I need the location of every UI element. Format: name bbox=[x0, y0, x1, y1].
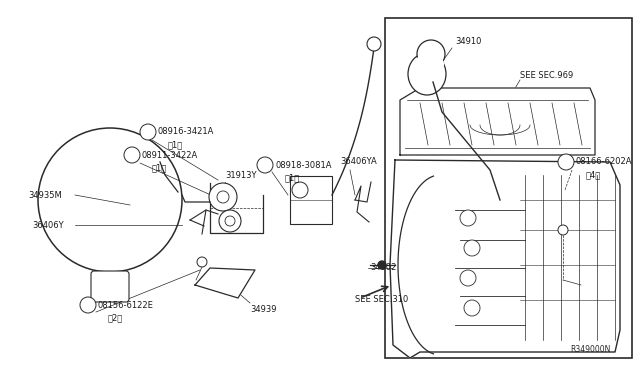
Text: 34939: 34939 bbox=[250, 305, 276, 314]
Text: SEE SEC.969: SEE SEC.969 bbox=[520, 71, 573, 80]
Circle shape bbox=[378, 261, 386, 269]
Polygon shape bbox=[400, 88, 595, 155]
Text: 08918-3081A: 08918-3081A bbox=[275, 160, 332, 170]
Circle shape bbox=[460, 270, 476, 286]
Text: R349000N: R349000N bbox=[570, 346, 611, 355]
Circle shape bbox=[367, 37, 381, 51]
Text: B: B bbox=[564, 160, 568, 164]
Text: （1）: （1） bbox=[152, 164, 167, 173]
Text: 31913Y: 31913Y bbox=[225, 170, 257, 180]
Text: 36406YA: 36406YA bbox=[340, 157, 377, 167]
Circle shape bbox=[217, 191, 229, 203]
Text: B: B bbox=[86, 302, 90, 308]
Bar bbox=[290, 176, 332, 224]
Circle shape bbox=[80, 297, 96, 313]
Circle shape bbox=[558, 154, 574, 170]
Text: 08911-3422A: 08911-3422A bbox=[142, 151, 198, 160]
Ellipse shape bbox=[414, 54, 444, 74]
Text: 34935M: 34935M bbox=[28, 190, 61, 199]
Text: （1）: （1） bbox=[168, 141, 183, 150]
Text: （1）: （1） bbox=[285, 173, 300, 183]
Circle shape bbox=[558, 225, 568, 235]
Circle shape bbox=[197, 257, 207, 267]
Text: N: N bbox=[263, 163, 267, 167]
Text: 08916-3421A: 08916-3421A bbox=[158, 128, 214, 137]
Text: （2）: （2） bbox=[108, 314, 124, 323]
Polygon shape bbox=[195, 268, 255, 298]
Text: V: V bbox=[146, 129, 150, 135]
Text: SEE SEC.310: SEE SEC.310 bbox=[355, 295, 408, 305]
Circle shape bbox=[38, 128, 182, 272]
Ellipse shape bbox=[417, 40, 445, 68]
Text: 34910: 34910 bbox=[455, 38, 481, 46]
Circle shape bbox=[464, 240, 480, 256]
Circle shape bbox=[464, 300, 480, 316]
Circle shape bbox=[219, 210, 241, 232]
Circle shape bbox=[257, 157, 273, 173]
Circle shape bbox=[209, 183, 237, 211]
Circle shape bbox=[124, 147, 140, 163]
Text: 36406Y: 36406Y bbox=[32, 221, 63, 230]
Bar bbox=[385, 18, 632, 358]
Polygon shape bbox=[390, 160, 620, 358]
Text: 08156-6122E: 08156-6122E bbox=[98, 301, 154, 310]
Circle shape bbox=[140, 124, 156, 140]
Text: 08166-6202A: 08166-6202A bbox=[576, 157, 632, 167]
Ellipse shape bbox=[408, 53, 446, 95]
Text: （4）: （4） bbox=[586, 170, 601, 180]
Circle shape bbox=[292, 182, 308, 198]
Circle shape bbox=[225, 216, 235, 226]
FancyBboxPatch shape bbox=[91, 271, 129, 302]
Circle shape bbox=[460, 210, 476, 226]
Text: 34902: 34902 bbox=[370, 263, 396, 273]
Text: N: N bbox=[130, 153, 134, 157]
